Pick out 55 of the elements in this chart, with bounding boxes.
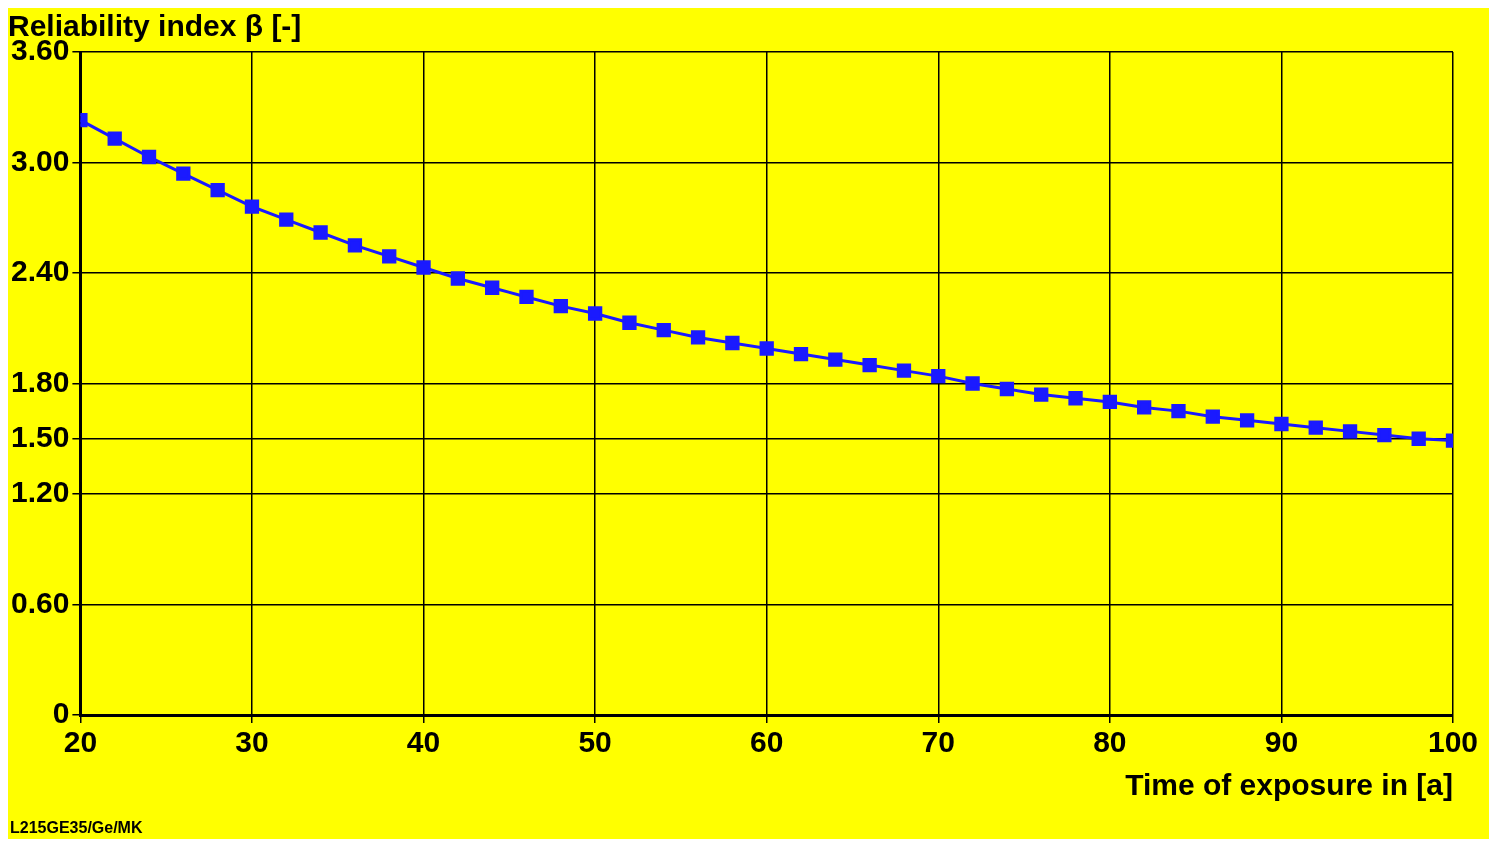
x-tick-label: 40 [406, 725, 441, 759]
x-tick-label: 50 [578, 725, 612, 759]
point [1274, 416, 1289, 432]
x-tick-label: 80 [1093, 725, 1127, 759]
point [1068, 391, 1083, 406]
point [965, 376, 980, 391]
point [1102, 394, 1117, 410]
point [382, 249, 397, 264]
text: L215GE35/Ge/MK [10, 819, 143, 837]
point [279, 212, 294, 227]
y-tick-label: 1.50 [11, 420, 70, 454]
point [1034, 387, 1049, 402]
point [999, 381, 1015, 397]
point [1411, 431, 1426, 446]
y-tick-label: 1.20 [11, 475, 70, 509]
point [1377, 427, 1392, 443]
point [1342, 424, 1358, 439]
point [244, 199, 260, 214]
x-tick-label: 30 [235, 725, 269, 759]
point [1137, 400, 1152, 415]
x-tick-label: 60 [750, 725, 784, 759]
point [347, 238, 363, 253]
point [1239, 413, 1255, 428]
point [1205, 409, 1220, 424]
point [416, 260, 431, 275]
point [862, 357, 877, 373]
point [793, 346, 809, 362]
y-tick-label: 2.40 [11, 254, 70, 288]
y-tick-label: 1.80 [11, 364, 70, 398]
point [313, 225, 328, 240]
x-tick-label: 70 [921, 725, 955, 759]
point [931, 368, 946, 384]
x-axis-title: Time of exposure in [a] [1125, 768, 1453, 802]
point [725, 335, 740, 351]
x-tick-label: 90 [1264, 725, 1299, 759]
point [519, 289, 534, 305]
point [450, 271, 466, 286]
point [656, 322, 671, 338]
point [690, 330, 706, 345]
point [896, 363, 912, 378]
point [176, 166, 191, 181]
x-tick-label: 100 [1427, 725, 1479, 759]
point [210, 182, 225, 198]
point [759, 341, 774, 356]
point [141, 149, 157, 165]
y-tick-label: 0.60 [11, 585, 70, 619]
point [1171, 403, 1186, 419]
y-tick-label: 3.00 [11, 143, 70, 177]
point [828, 352, 843, 367]
point [553, 298, 568, 314]
point [485, 280, 500, 295]
point [1308, 420, 1323, 435]
point [622, 315, 637, 330]
point [107, 131, 122, 146]
point [587, 306, 603, 321]
